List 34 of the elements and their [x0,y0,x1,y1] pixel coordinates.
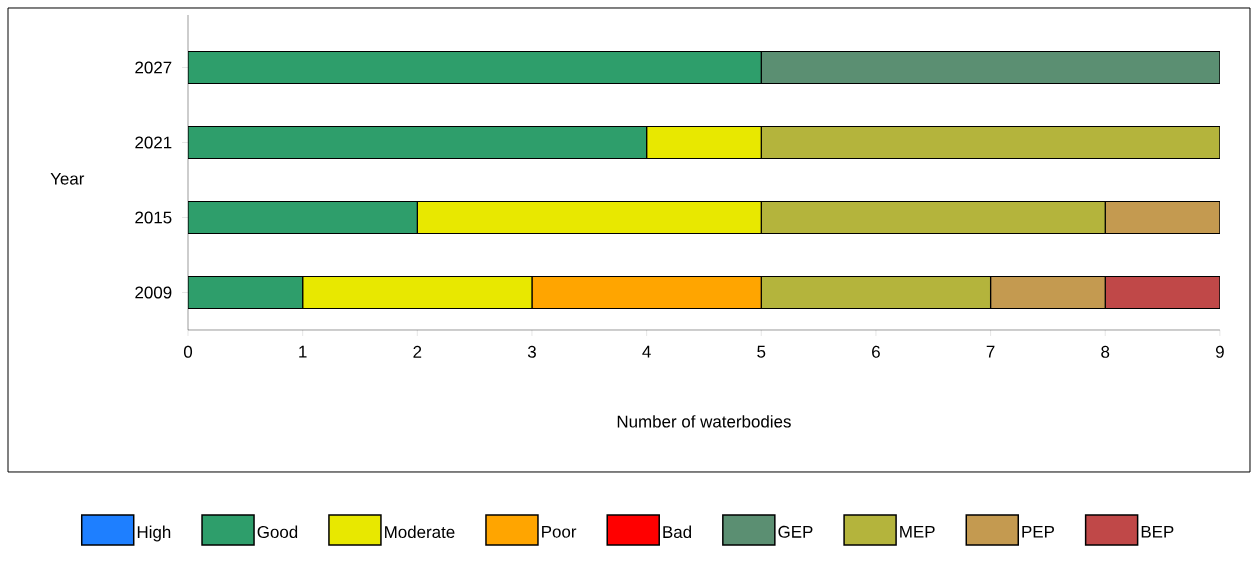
legend-label: PEP [1022,525,1054,538]
y-tick-label: 2015 [135,211,172,224]
y-axis-title: Year [50,172,85,185]
bar [188,125,648,160]
x-tick-label: 6 [872,345,880,358]
y-tick-label: 2021 [135,136,172,149]
x-axis-title: Number of waterbodies [617,415,791,428]
x-tick-label: 0 [183,345,193,358]
bar [989,275,1106,310]
legend-label: High [137,525,171,542]
x-tick-label: 8 [1101,345,1110,358]
x-tick-label: 7 [986,345,995,358]
legend-label: MEP [900,525,935,538]
x-tick-label: 1 [299,345,307,358]
x-tick-label: 9 [1215,345,1224,358]
legend-label: Moderate [385,525,455,539]
legend-label: Poor [542,525,577,538]
x-tick-label: 5 [757,345,766,358]
bar [188,275,304,310]
bar [188,50,762,85]
bar [760,200,1106,235]
y-tick-label: 2009 [135,286,172,299]
legend-label: Bad [663,525,691,539]
bar [1104,200,1220,235]
x-tick-label: 3 [527,345,536,358]
legend-label: Good [257,525,298,539]
bar [760,275,992,310]
legend-label: BEP [1141,525,1174,538]
x-tick-label: 2 [413,345,422,358]
bar [760,125,1220,160]
bar [188,200,418,235]
legend-label: GEP [778,525,813,538]
x-tick-label: 4 [642,345,651,358]
y-tick-label: 2027 [135,61,172,74]
